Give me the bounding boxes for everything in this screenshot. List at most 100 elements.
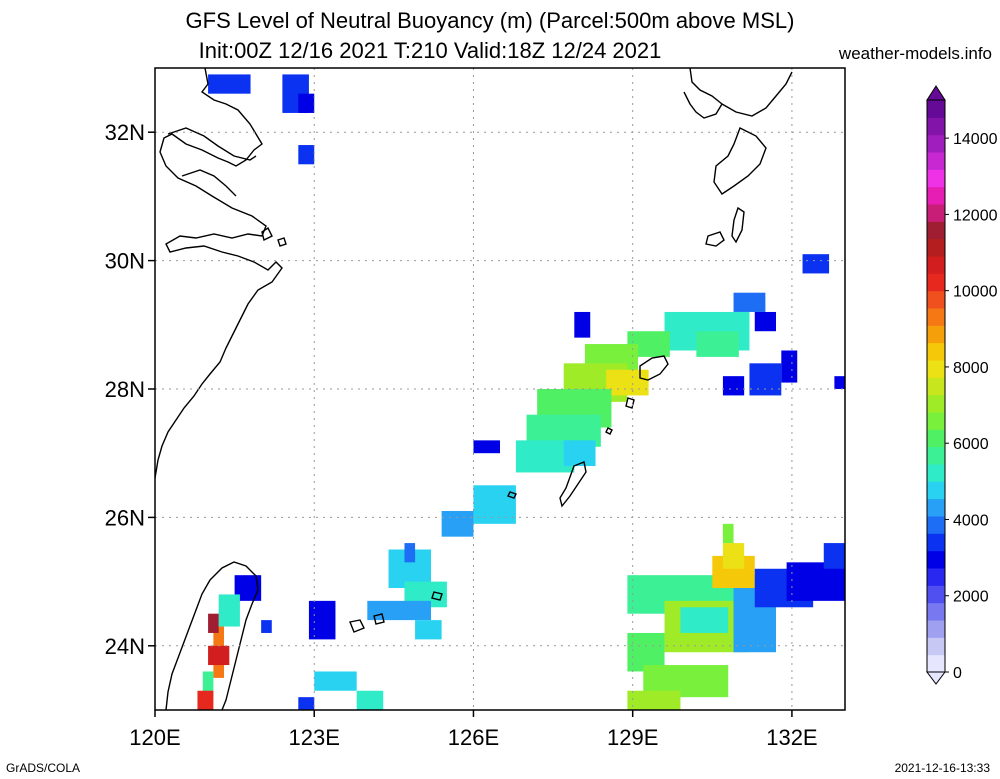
colorbar-segment	[927, 100, 945, 118]
colorbar-segment	[927, 602, 945, 621]
colorbar-segment	[927, 516, 945, 534]
field-cell	[208, 613, 219, 633]
field-cell	[298, 145, 315, 165]
colorbar-segment	[927, 134, 945, 153]
field-cell	[856, 241, 883, 260]
coastlines	[155, 68, 793, 710]
colorbar-segment	[927, 186, 945, 205]
colorbar-label: 0	[953, 665, 962, 682]
buoyancy-field	[197, 74, 883, 710]
ryukyu-small-2	[507, 491, 517, 499]
colorbar-segment	[927, 117, 945, 136]
ishigaki-island	[349, 619, 365, 633]
lat-label: 26N	[105, 505, 145, 530]
field-cell	[722, 376, 745, 396]
colorbar-segment	[927, 377, 945, 396]
colorbar-segment	[927, 412, 945, 430]
colorbar-segment	[927, 394, 945, 413]
field-cell	[473, 440, 500, 454]
colorbar-segment	[927, 533, 945, 552]
colorbar-segment	[927, 204, 945, 222]
colorbar-label: 4000	[953, 512, 989, 529]
colorbar-label: 14000	[953, 131, 998, 148]
field-cell	[415, 620, 442, 640]
field-cell	[563, 440, 596, 467]
footer-timestamp: 2021-12-16-13:33	[894, 761, 990, 775]
colorbar-segment	[927, 169, 945, 188]
field-cell	[308, 600, 336, 640]
lat-label: 32N	[105, 120, 145, 145]
colorbar-segment	[927, 325, 945, 344]
colorbar-segment	[927, 620, 945, 638]
yakushima	[705, 231, 725, 247]
colorbar-segment	[927, 221, 945, 240]
colorbar-frame	[926, 99, 946, 673]
field-cell	[441, 510, 474, 537]
field-cell	[208, 74, 251, 94]
colorbar-label: 8000	[953, 360, 989, 377]
colorbar-segment	[927, 360, 945, 378]
colorbar-segment	[927, 273, 945, 292]
colorbar-label: 6000	[953, 436, 989, 453]
chart-title: GFS Level of Neutral Buoyancy (m) (Parce…	[185, 8, 795, 33]
colorbar-segment	[927, 654, 945, 673]
field-cell	[261, 620, 272, 633]
colorbar-segment	[927, 308, 945, 326]
field-cell	[218, 594, 240, 627]
chart-subtitle: Init:00Z 12/16 2021 T:210 Valid:18Z 12/2…	[198, 38, 662, 63]
colorbar-segment	[927, 256, 945, 274]
field-cell	[749, 363, 782, 396]
field-cell	[627, 690, 681, 710]
field-cell	[208, 645, 230, 666]
field-cell	[356, 690, 384, 710]
colorbar-segment	[927, 550, 945, 569]
footer-credit: GrADS/COLA	[6, 761, 81, 775]
iriomote-island	[373, 613, 385, 625]
colorbar: 0 2000 4000 6000 8000 10000 12000 14000	[926, 85, 998, 685]
field-cell	[574, 311, 591, 338]
field-cell	[733, 292, 766, 312]
lon-label: 129E	[607, 725, 658, 750]
field-cell	[298, 93, 315, 113]
colorbar-segment	[927, 429, 945, 448]
china-coast	[155, 68, 283, 479]
lat-label: 24N	[105, 634, 145, 659]
colorbar-segment	[927, 585, 945, 604]
field-cell	[802, 254, 830, 274]
kyushu-coast	[683, 68, 793, 195]
field-cell	[834, 376, 845, 389]
field-cell	[367, 600, 431, 621]
tanegashima	[731, 206, 745, 244]
field-cell	[298, 697, 315, 710]
zhoushan-islands	[261, 226, 287, 247]
colorbar-segment	[927, 498, 945, 517]
field-cell	[202, 671, 214, 698]
shanghai-bay	[167, 127, 257, 161]
field-cell	[823, 543, 845, 569]
colorbar-high-arrow	[926, 85, 946, 101]
amami-oshima	[639, 355, 669, 381]
site-label: weather-models.info	[838, 44, 992, 63]
hangzhou-bay	[181, 169, 237, 197]
colorbar-label: 12000	[953, 207, 998, 224]
lat-label: 30N	[105, 249, 145, 274]
colorbar-segment	[927, 637, 945, 656]
field-cell	[404, 543, 416, 563]
field-cell	[722, 543, 745, 569]
colorbar-segment	[927, 152, 945, 170]
colorbar-segment	[927, 238, 945, 257]
colorbar-segment	[927, 568, 945, 586]
lat-label: 28N	[105, 377, 145, 402]
colorbar-segment	[927, 464, 945, 482]
field-cell	[197, 690, 214, 710]
okinawa	[559, 461, 587, 508]
lon-label: 123E	[289, 725, 340, 750]
field-cell	[473, 485, 516, 524]
field-cell	[722, 523, 734, 544]
field-cell	[754, 311, 776, 332]
colorbar-label: 2000	[953, 589, 989, 606]
axes: 24N 26N 28N 30N 32N 120E 123E 126E 129E 132E	[105, 120, 818, 750]
ryukyu-small-3	[605, 427, 613, 435]
colorbar-label: 10000	[953, 284, 998, 301]
